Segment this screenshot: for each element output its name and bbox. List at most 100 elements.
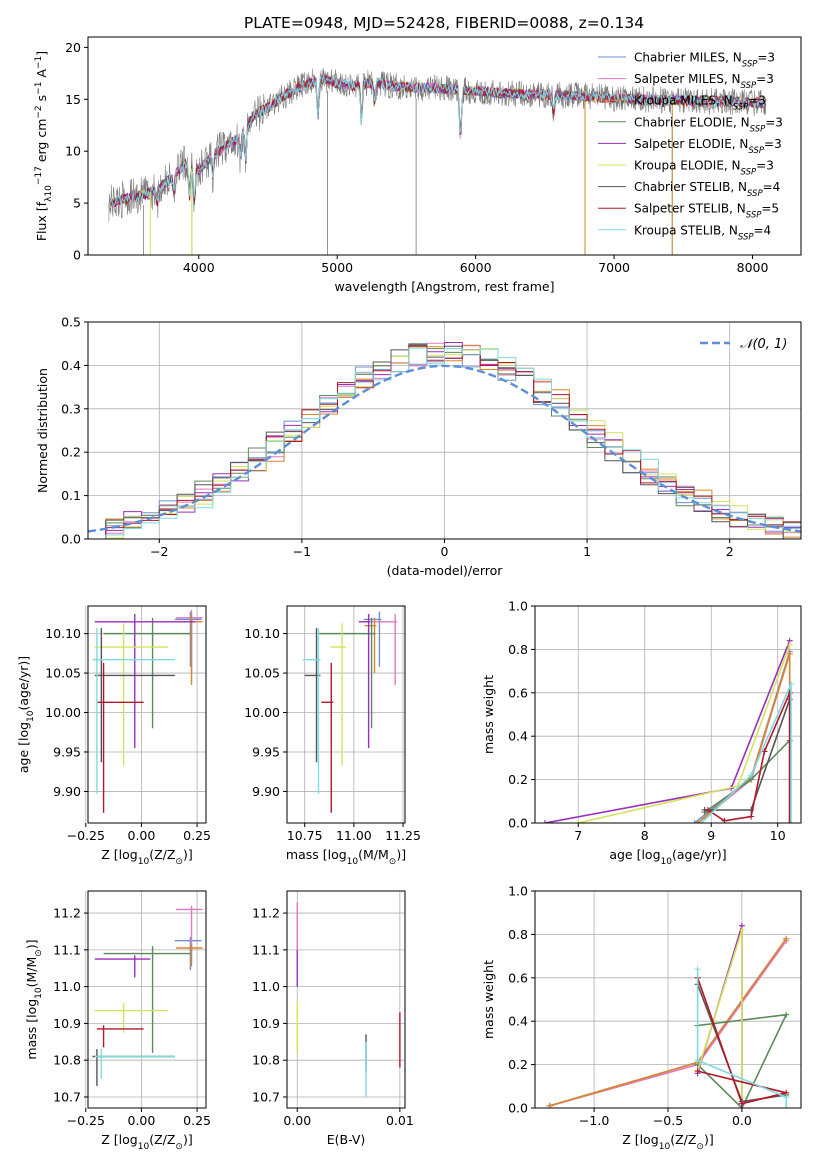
data-point: [94, 1049, 175, 1079]
series-line: [544, 640, 791, 823]
data-point: [175, 613, 203, 685]
chart-weight-vs-age: 7 8 9 10 0.0 0.2 0.4 0.6 0.8 1.0 age [log10(age/yr…: [481, 599, 802, 867]
x-axis-label: Z [log10(Z/Z⊙)]: [101, 847, 192, 867]
data-point: [364, 617, 377, 674]
x-tick-label: 0.00: [128, 828, 156, 843]
x-tick-label: −0.25: [67, 828, 105, 843]
x-tick-label: −2: [150, 544, 168, 559]
chart-weight-vs-Z: −1.0 −0.5 0.0 0.0 0.2 0.4 0.6 0.8 1.0 Z [log10(Z/…: [481, 884, 802, 1152]
y-tick-label: 0.3: [61, 401, 81, 416]
axes-frame: [87, 890, 207, 1109]
data-point: [94, 623, 169, 766]
series-marker: [698, 820, 705, 823]
plot-area: [546, 922, 790, 1108]
series-marker: [786, 820, 793, 823]
x-tick-label: 11.00: [336, 828, 372, 843]
data-point: [174, 611, 202, 667]
y-tick-label: 10.05: [45, 666, 81, 681]
y-tick-label: 10.9: [53, 1016, 81, 1031]
y-tick-label: 0.8: [508, 927, 528, 942]
x-axis-label: Z [log10(Z/Z⊙)]: [622, 1132, 713, 1152]
series-marker: [783, 1094, 790, 1101]
chart-spectrum: 4000 5000 6000 7000 8000 0 5 10 15 20 wavelength […: [34, 36, 802, 294]
data-point: [103, 946, 191, 1053]
series-marker: [694, 1057, 701, 1064]
x-tick-label: 8000: [737, 260, 769, 275]
plot-area: [108, 67, 767, 255]
plot-area: [92, 609, 203, 813]
x-tick-label: 6000: [460, 260, 492, 275]
series-marker: [748, 772, 755, 779]
y-tick-label: 20: [65, 40, 81, 55]
axes-frame: [286, 605, 406, 824]
y-axis-label: Flux [fλ10−17 erg cm−2 s−1 A−1]: [34, 51, 54, 241]
data-point: [96, 662, 144, 813]
x-axis-label: wavelength [Angstrom, rest frame]: [334, 279, 554, 294]
legend-label: Salpeter MILES, NSSP=3: [634, 72, 774, 91]
x-tick-label: 8: [641, 828, 649, 843]
series-marker: [783, 935, 790, 942]
legend-entry: Chabrier MILES, NSSP=3: [598, 51, 775, 70]
y-tick-label: 0.1: [61, 488, 81, 503]
y-tick-label: 9.95: [53, 744, 81, 759]
x-axis-label: mass [log10(M/M⊙)]: [286, 847, 406, 867]
figure-title: PLATE=0948, MJD=52428, FIBERID=0088, z=0…: [244, 14, 644, 32]
x-axis-label: age [log10(age/yr)]: [609, 847, 726, 867]
x-tick-label: −0.25: [67, 1113, 105, 1128]
y-tick-label: 11.2: [53, 906, 81, 921]
chart-age-vs-mass: 10.75 11.00 11.25 9.90 9.95 10.00 10.05 10.10 ma…: [244, 605, 421, 867]
y-tick-label: 1.0: [508, 884, 528, 899]
plot-area: [88, 342, 801, 539]
y-tick-label: 0: [73, 248, 81, 263]
y-tick-label: 10.7: [53, 1089, 81, 1104]
residual-histogram: [88, 347, 801, 539]
y-tick-label: 0.0: [508, 1101, 528, 1116]
x-tick-label: 0.01: [386, 1113, 414, 1128]
y-tick-label: 11.2: [252, 906, 280, 921]
plot-area: [296, 902, 401, 1097]
y-tick-label: 9.90: [53, 784, 81, 799]
x-tick-label: 1: [583, 544, 591, 559]
legend-entry: Salpeter ELODIE, NSSP=3: [598, 137, 782, 156]
x-tick-label: 10.75: [287, 828, 323, 843]
legend-entry: Kroupa ELODIE, NSSP=3: [598, 159, 774, 178]
data-point: [302, 628, 321, 794]
x-tick-label: 0.00: [283, 1113, 311, 1128]
axes-frame: [87, 605, 207, 824]
legend-label: 𝒩(0, 1): [740, 337, 787, 352]
legend-entry: Chabrier ELODIE, NSSP=3: [598, 115, 783, 134]
legend-label: Chabrier ELODIE, NSSP=3: [634, 115, 783, 134]
model-spectrum: [108, 75, 766, 209]
y-tick-label: 11.0: [252, 979, 280, 994]
legend-entry: Salpeter MILES, NSSP=3: [598, 72, 774, 91]
y-tick-label: 11.0: [53, 979, 81, 994]
y-tick-label: 9.90: [252, 784, 280, 799]
data-point: [330, 623, 346, 766]
y-tick-label: 10.10: [45, 626, 81, 641]
x-tick-label: 2: [726, 544, 734, 559]
y-tick-label: 10.05: [244, 666, 280, 681]
y-tick-label: 0.2: [508, 1057, 528, 1072]
y-tick-label: 10.7: [252, 1089, 280, 1104]
legend-entry: Salpeter STELIB, NSSP=5: [598, 202, 779, 221]
y-tick-label: 0.6: [508, 970, 528, 985]
y-tick-label: 5: [73, 196, 81, 211]
x-axis-label: Z [log10(Z/Z⊙)]: [101, 1132, 192, 1152]
x-tick-label: −1: [293, 544, 311, 559]
legend-label: Chabrier MILES, NSSP=3: [634, 51, 775, 70]
chart-age-vs-Z: −0.25 0.00 0.25 9.90 9.95 10.00 10.05 10.10 Z [l…: [16, 605, 211, 867]
x-tick-label: 7000: [598, 260, 630, 275]
series-marker: [786, 642, 793, 649]
y-tick-label: 0.4: [508, 729, 528, 744]
series-marker: [788, 820, 795, 823]
chart-mass-vs-EBV: 0.00 0.01 10.7 10.8 10.9 11.0 11.1 11.2 E(B-V): [252, 890, 414, 1147]
y-tick-label: 0.4: [508, 1014, 528, 1029]
series-marker: [575, 820, 582, 823]
y-tick-label: 15: [65, 92, 81, 107]
data-point: [96, 1025, 144, 1048]
legend: 𝒩(0, 1): [700, 337, 787, 352]
series-line: [696, 969, 787, 1108]
legend-label: Kroupa STELIB, NSSP=4: [634, 223, 771, 242]
series-marker: [541, 820, 548, 823]
y-tick-label: 0.6: [508, 685, 528, 700]
